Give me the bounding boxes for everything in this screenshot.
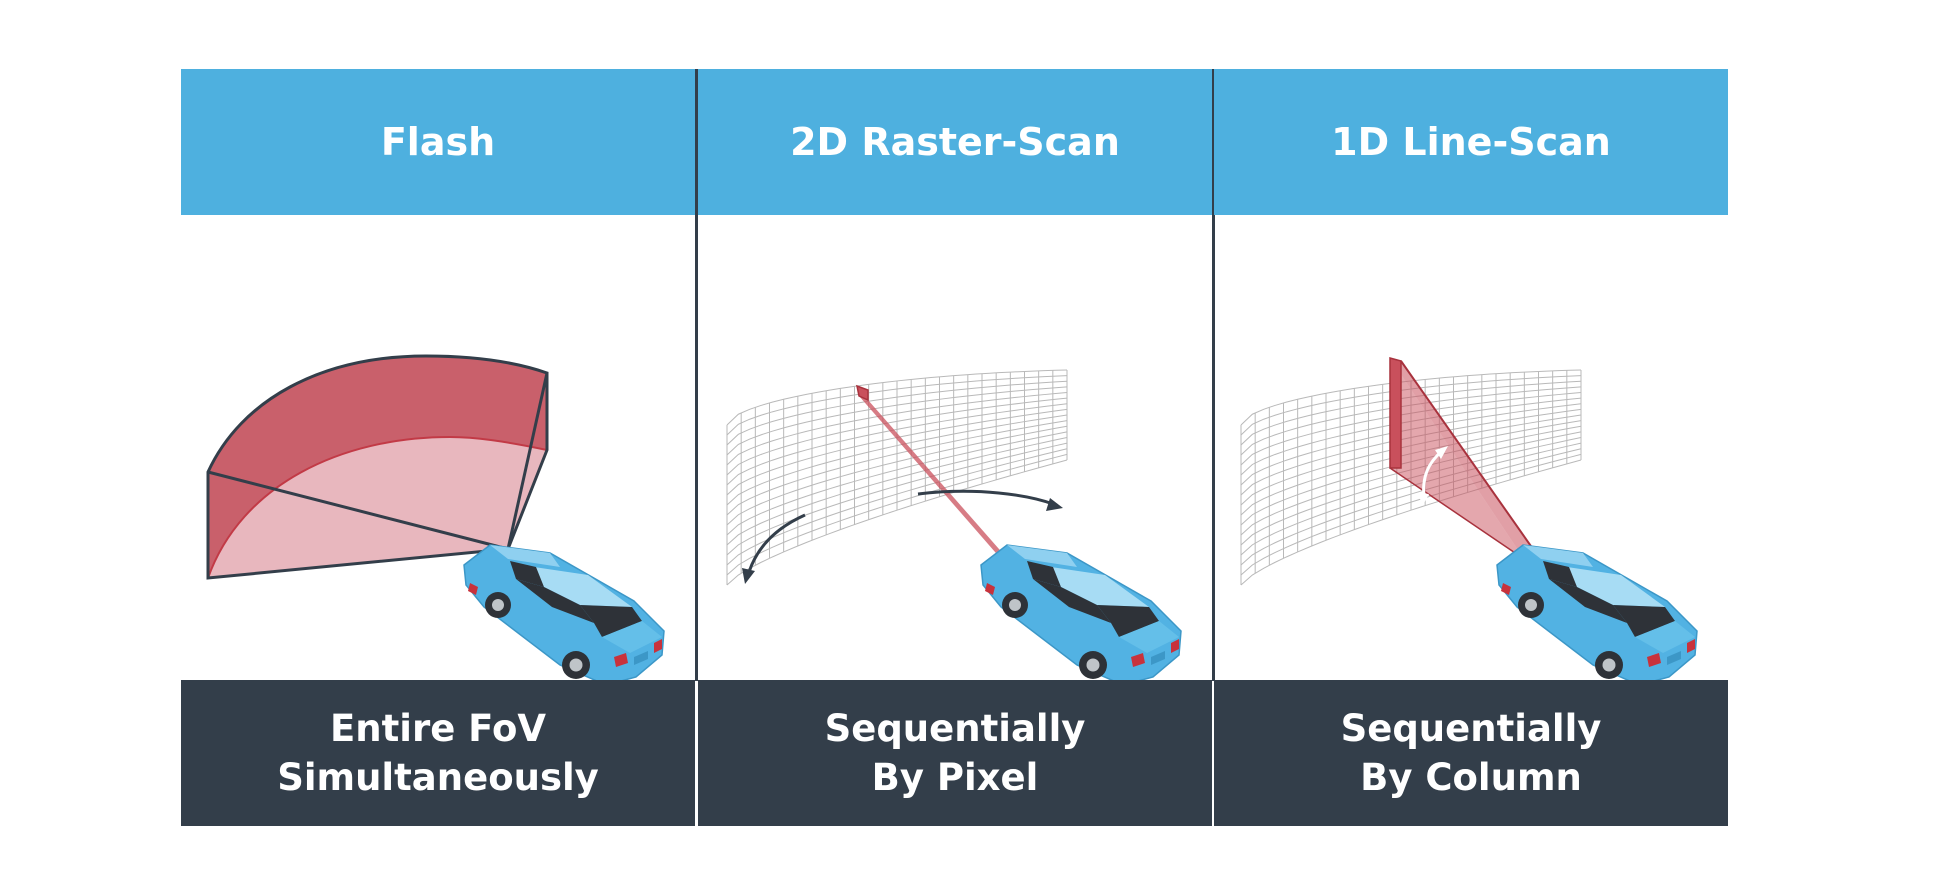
column-beam [1390,358,1540,559]
panel-flash-footer: Entire FoV Simultaneously [181,680,695,826]
panel-raster-scan-title: 2D Raster-Scan [790,120,1120,164]
car-icon [980,544,1182,680]
flash-beam-upper-face [208,356,547,578]
panel-flash-title: Flash [380,120,496,164]
vertical-scan-arrow [747,513,806,573]
panel-line-scan-caption-line2: By Column [1360,756,1582,799]
panel-line-scan-caption-line1: Sequentially [1340,707,1602,750]
panel-line-scan-header: 1D Line-Scan [1214,69,1728,215]
panel-raster-scan: 2D Raster-Scan Sequentially By Pixel [698,69,1212,826]
panel-flash-caption-line2: Simultaneously [277,756,599,799]
panel-line-scan: 1D Line-Scan Sequentially By Column [1214,69,1728,826]
panel-line-scan-title: 1D Line-Scan [1331,120,1611,164]
panel-flash-header: Flash [181,69,695,215]
panel-flash: Flash Entire FoV Simultaneously [181,69,695,826]
lidar-scanning-figure: Flash Entire FoV Simultaneously 2D Raste… [181,69,1728,826]
flash-beam-outline [206,354,549,580]
raster-scan-illustration [726,369,1182,680]
scanned-pixel [856,384,869,402]
panel-raster-scan-header: 2D Raster-Scan [698,69,1212,215]
flash-beam-lower-face [208,437,547,578]
panel-divider [1212,69,1215,681]
pixel-beam [859,396,1006,560]
horizontal-scan-arrow [917,489,1054,506]
panel-divider [695,69,698,681]
panel-raster-scan-caption-line1: Sequentially [824,707,1086,750]
panel-flash-caption-line1: Entire FoV [329,707,547,750]
scanned-column [1389,357,1402,469]
flash-fov-illustration [206,354,665,680]
line-scan-illustration [1240,357,1698,680]
car-icon [1496,544,1698,680]
panel-raster-scan-caption-line2: By Pixel [871,756,1039,799]
panel-raster-scan-footer: Sequentially By Pixel [698,680,1212,826]
panel-line-scan-footer: Sequentially By Column [1214,680,1728,826]
car-icon [463,544,665,680]
